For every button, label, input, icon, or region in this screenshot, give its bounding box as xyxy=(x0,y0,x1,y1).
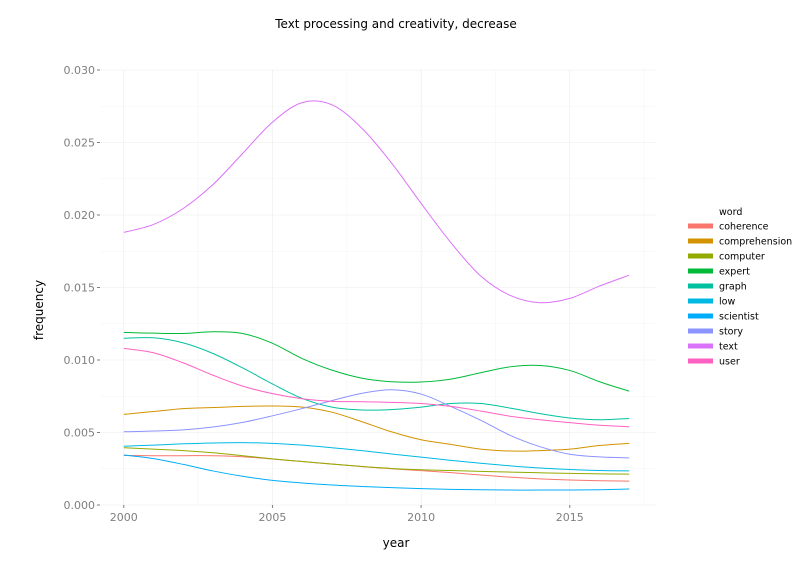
x-tick-label: 2010 xyxy=(407,511,435,524)
y-tick-label: 0.015 xyxy=(64,282,96,295)
legend-key-graph xyxy=(688,283,713,289)
y-axis-ticks: 0.000 0.005 0.010 0.015 0.020 0.025 0.030 xyxy=(64,64,100,512)
legend-label-expert: expert xyxy=(719,267,750,278)
y-tick-label: 0.030 xyxy=(64,64,96,77)
legend-key-expert xyxy=(688,268,713,274)
legend-key-text xyxy=(688,343,713,349)
legend-label-graph: graph xyxy=(719,282,747,293)
legend: word coherence comprehension computer exper… xyxy=(688,207,792,368)
x-tick-label: 2015 xyxy=(556,511,584,524)
series-line-comprehension xyxy=(123,405,630,452)
legend-key-low xyxy=(688,298,713,304)
x-axis-ticks: 2000 2005 2010 2015 xyxy=(110,505,584,524)
x-tick-label: 2000 xyxy=(110,511,138,524)
chart-title: Text processing and creativity, decrease xyxy=(274,17,517,31)
legend-key-story xyxy=(688,328,713,334)
y-axis-title: frequency xyxy=(32,280,46,340)
series-line-text xyxy=(123,100,630,304)
legend-key-scientist xyxy=(688,313,713,319)
legend-key-computer xyxy=(688,253,713,259)
series-line-expert xyxy=(123,331,630,392)
legend-label-story: story xyxy=(719,327,743,338)
legend-label-user: user xyxy=(719,357,740,368)
legend-label-text: text xyxy=(719,342,738,353)
x-tick-label: 2005 xyxy=(258,511,286,524)
series-lines xyxy=(123,100,630,491)
legend-key-user xyxy=(688,358,713,364)
series-line-computer xyxy=(123,447,630,475)
x-axis-title: year xyxy=(383,536,410,550)
y-tick-label: 0.010 xyxy=(64,354,96,367)
y-tick-label: 0.025 xyxy=(64,137,96,150)
series-line-scientist xyxy=(123,454,630,491)
series-line-story xyxy=(123,389,630,459)
grid xyxy=(100,69,656,506)
y-tick-label: 0.000 xyxy=(64,499,96,512)
legend-label-coherence: coherence xyxy=(719,222,769,233)
series-line-graph xyxy=(123,337,630,421)
legend-label-low: low xyxy=(719,297,735,308)
legend-label-computer: computer xyxy=(719,252,765,263)
y-tick-label: 0.005 xyxy=(64,427,96,440)
legend-key-comprehension xyxy=(688,238,713,244)
legend-title: word xyxy=(719,207,742,218)
y-tick-label: 0.020 xyxy=(64,209,96,222)
series-line-user xyxy=(123,347,630,428)
series-line-low xyxy=(123,442,630,472)
legend-key-coherence xyxy=(688,223,713,229)
legend-label-comprehension: comprehension xyxy=(719,237,792,248)
legend-label-scientist: scientist xyxy=(719,312,759,323)
